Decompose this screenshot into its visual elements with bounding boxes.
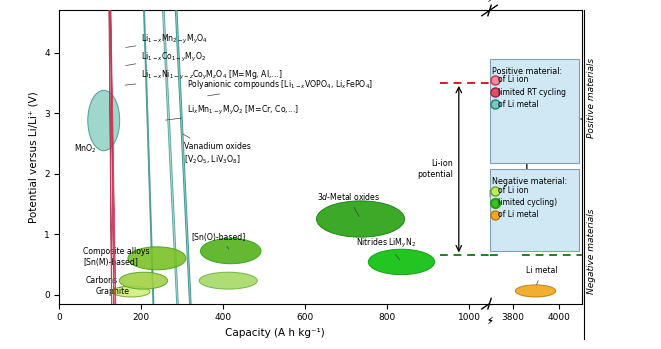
- Ellipse shape: [99, 0, 120, 349]
- X-axis label: Capacity (A h kg⁻¹): Capacity (A h kg⁻¹): [225, 328, 325, 338]
- Text: [Sn(O)-based]: [Sn(O)-based]: [192, 233, 246, 249]
- Text: Negative materials: Negative materials: [587, 209, 596, 294]
- Y-axis label: Potential versus Li/Li⁺ (V): Potential versus Li/Li⁺ (V): [28, 91, 38, 223]
- Text: Composite alloys
[Sn(M)-based]: Composite alloys [Sn(M)-based]: [83, 247, 150, 267]
- Ellipse shape: [100, 0, 122, 349]
- Text: MnO$_2$: MnO$_2$: [73, 142, 97, 155]
- Text: Li$_x$Mn$_{1-y}$M$_y$O$_2$ [M=Cr, Co,...]: Li$_x$Mn$_{1-y}$M$_y$O$_2$ [M=Cr, Co,...…: [165, 104, 299, 120]
- Text: Li$_{1-x}$Co$_{1-y}$M$_y$O$_2$: Li$_{1-x}$Co$_{1-y}$M$_y$O$_2$: [126, 51, 207, 66]
- Text: Polyanionic compounds [Li$_{1-x}$VOPO$_4$, Li$_x$FePO$_4$]: Polyanionic compounds [Li$_{1-x}$VOPO$_4…: [187, 78, 373, 96]
- FancyBboxPatch shape: [490, 170, 579, 251]
- Text: Li-metal
potential: Li-metal potential: [488, 177, 524, 197]
- Text: Nitrides LiM$_y$N$_2$: Nitrides LiM$_y$N$_2$: [356, 237, 416, 260]
- Ellipse shape: [128, 247, 186, 270]
- Ellipse shape: [151, 0, 188, 349]
- Text: Positive material:: Positive material:: [492, 67, 563, 76]
- Text: of Li metal: of Li metal: [498, 210, 539, 219]
- Text: Li$_{1-x}$Mn$_{2-y}$M$_y$O$_4$: Li$_{1-x}$Mn$_{2-y}$M$_y$O$_4$: [126, 33, 208, 47]
- Ellipse shape: [132, 0, 163, 349]
- Ellipse shape: [368, 249, 435, 275]
- Ellipse shape: [101, 0, 122, 349]
- Text: Negative material:: Negative material:: [492, 177, 568, 186]
- Ellipse shape: [119, 272, 168, 289]
- Ellipse shape: [88, 90, 120, 151]
- Text: ⚡: ⚡: [486, 316, 493, 326]
- Text: Li$_{1-x}$Ni$_{1-y-z}$Co$_y$M$_z$O$_4$ [M=Mg, Al,...]: Li$_{1-x}$Ni$_{1-y-z}$Co$_y$M$_z$O$_4$ […: [125, 69, 283, 85]
- Text: Positive materials: Positive materials: [587, 58, 596, 138]
- Ellipse shape: [200, 238, 261, 264]
- Text: of Li ion: of Li ion: [498, 75, 528, 84]
- Text: of Li metal: of Li metal: [498, 100, 539, 109]
- Text: ⚡: ⚡: [486, 0, 493, 4]
- Text: Li metal: Li metal: [526, 266, 558, 285]
- Text: Graphite: Graphite: [96, 287, 130, 296]
- Text: ⚡: ⚡: [486, 316, 493, 326]
- Text: ⚡: ⚡: [486, 0, 493, 4]
- Ellipse shape: [155, 0, 206, 349]
- Text: Carbons: Carbons: [86, 276, 118, 285]
- Text: limited RT cycling: limited RT cycling: [498, 88, 566, 97]
- Ellipse shape: [317, 201, 405, 237]
- Ellipse shape: [199, 272, 257, 289]
- Text: of Li ion: of Li ion: [498, 186, 528, 195]
- Ellipse shape: [516, 285, 556, 297]
- Text: 3$d$-Metal oxides: 3$d$-Metal oxides: [317, 191, 380, 217]
- Text: Vanadium oxides
[V$_2$O$_5$, LiV$_3$O$_8$]: Vanadium oxides [V$_2$O$_5$, LiV$_3$O$_8…: [182, 134, 251, 165]
- Text: Li-ion
potential: Li-ion potential: [417, 159, 453, 179]
- Text: limited cycling): limited cycling): [498, 198, 557, 207]
- Ellipse shape: [112, 286, 150, 297]
- FancyBboxPatch shape: [490, 59, 579, 163]
